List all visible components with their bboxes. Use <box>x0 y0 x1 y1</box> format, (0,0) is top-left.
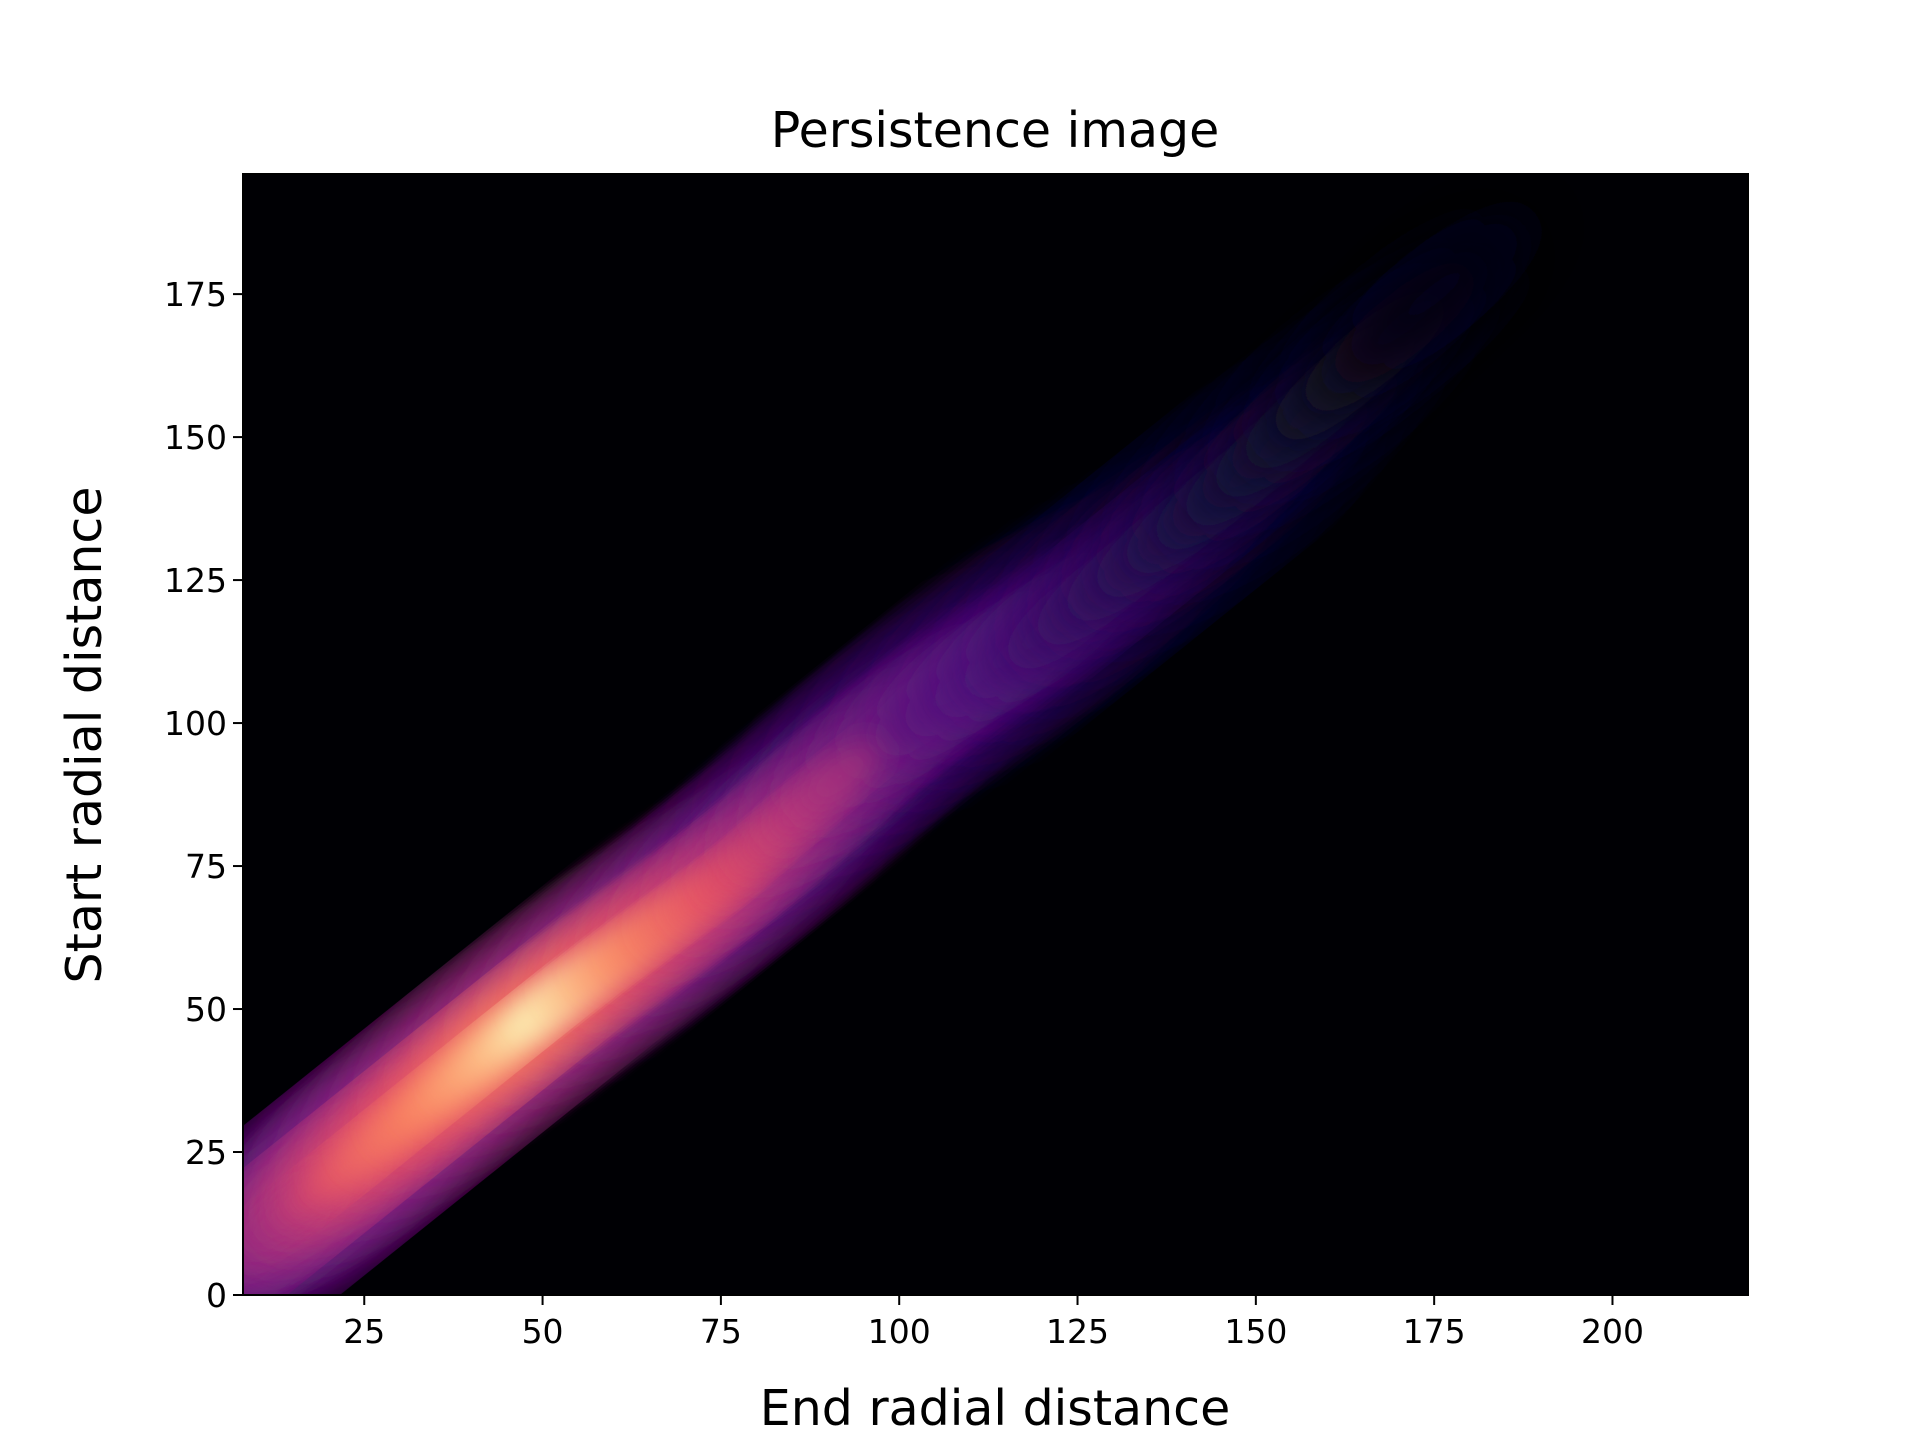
chart-title: Persistence image <box>771 102 1219 159</box>
x-axis-title: End radial distance <box>760 1380 1230 1437</box>
x-tick-label: 200 <box>1581 1312 1644 1351</box>
heatmap-blob <box>1353 227 1515 362</box>
heatmap-blob <box>797 741 882 812</box>
x-tick-label: 75 <box>700 1312 742 1351</box>
y-tick-label: 0 <box>206 1276 227 1315</box>
y-tick-label: 175 <box>164 275 227 314</box>
y-tick-label: 75 <box>185 847 227 886</box>
y-tick-label: 125 <box>164 561 227 600</box>
x-tick-label: 150 <box>1224 1312 1287 1351</box>
y-tick-label: 150 <box>164 418 227 457</box>
y-axis-ticks: 0 25 50 75 100 125 150 175 <box>164 275 243 1315</box>
x-axis-ticks: 25 50 75 100 125 150 175 200 <box>343 1295 1644 1351</box>
x-tick-label: 50 <box>522 1312 564 1351</box>
y-axis-title: Start radial distance <box>56 486 113 983</box>
y-tick-label: 100 <box>164 704 227 743</box>
x-tick-label: 175 <box>1403 1312 1466 1351</box>
y-tick-label: 50 <box>185 990 227 1029</box>
x-tick-label: 100 <box>868 1312 931 1351</box>
plot-frame <box>242 173 1749 1296</box>
y-tick-label: 25 <box>185 1133 227 1172</box>
x-tick-label: 25 <box>343 1312 385 1351</box>
heatmap-intensity-layer <box>243 191 1557 1295</box>
x-tick-label: 125 <box>1046 1312 1109 1351</box>
